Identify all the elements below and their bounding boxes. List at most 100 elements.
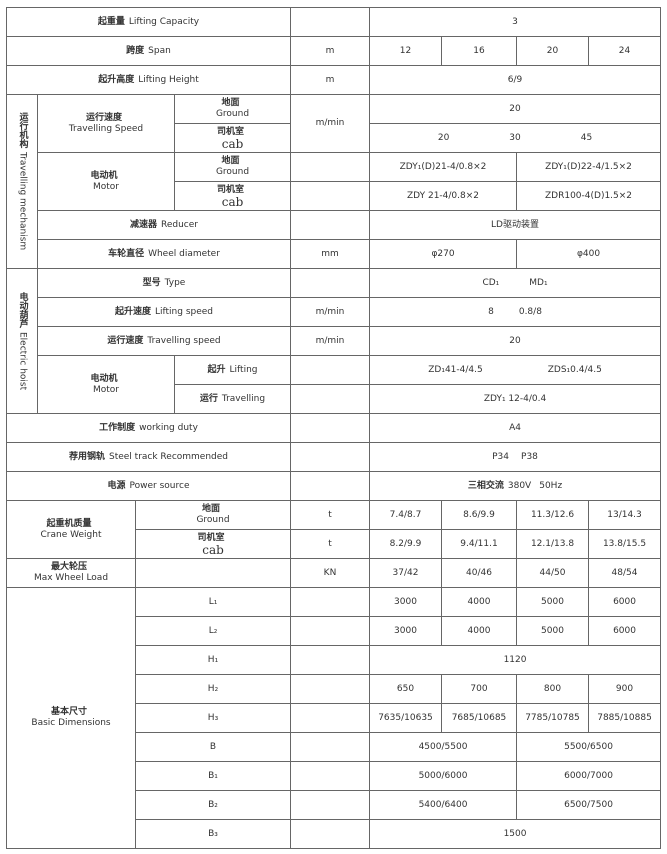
- value-cell: 12: [369, 36, 442, 66]
- label-en: Basic Dimensions: [31, 718, 111, 728]
- value-cell: 3000: [369, 616, 442, 646]
- row-dim-h1: H₁ 1120: [7, 645, 662, 675]
- label-en: Wheel diameter: [148, 248, 220, 259]
- row-travel-speed-cab: 司机室 cab 20 30 45: [7, 123, 662, 153]
- value-cell: 8.2/9.9: [369, 529, 442, 559]
- label-en: Travelling Speed: [68, 123, 144, 134]
- value: ZD₁41-4/4.5: [428, 364, 483, 375]
- value-cell: 5000/6000: [369, 761, 517, 791]
- value: 20: [437, 132, 450, 143]
- value: MD₁: [529, 277, 548, 288]
- value-cell: 6000: [587, 616, 662, 646]
- label-en: Max Wheel Load: [33, 573, 109, 583]
- value-cell: 5000: [516, 587, 589, 617]
- row-reducer: 减速器 Reducer LD驱动装置: [7, 210, 662, 240]
- row-travel-speed-ground: 运行机构 Travelling mechanism 运行速度 Travelling …: [6, 94, 662, 269]
- value-cell: P34 P38: [368, 442, 662, 472]
- label-en: Travelling speed: [147, 335, 221, 346]
- value-cell: 800: [516, 674, 589, 704]
- label-motor: 电动机 Motor: [37, 355, 175, 414]
- value-cell: 650: [369, 674, 442, 704]
- row-crane-weight-ground: 起重机质量 Crane Weight 地面 Ground t 7.4/8.7 8.6…: [6, 500, 662, 559]
- row-motor-ground: 电动机 Motor 地面 Ground ZDY₁(D)21-4/0.8×2 ZDY₁…: [7, 152, 662, 211]
- unit-cell: [290, 384, 370, 414]
- unit-cell: [290, 413, 370, 443]
- label-zh: 荐用钢轨: [68, 451, 105, 462]
- group-travelling-mechanism: 运行机构 Travelling mechanism: [6, 94, 38, 269]
- value-cell: φ270: [369, 239, 517, 269]
- unit-cell: t: [290, 529, 370, 559]
- unit-cell: m/min: [290, 94, 370, 153]
- empty-cell: [135, 558, 291, 588]
- value-cell: ZDR100-4(D)1.5×2: [515, 181, 662, 211]
- label-zh: 司机室: [216, 184, 244, 195]
- group-zh: 运行机构: [17, 112, 28, 149]
- label-travelling: 运行 Travelling: [174, 384, 291, 414]
- label-ground: 地面 Ground: [135, 500, 291, 530]
- value-cell: 20: [516, 36, 589, 66]
- label-zh: 运行速度: [85, 112, 122, 123]
- crane-spec-table: 起重量 Lifting Capacity 3 跨度 Span m 12 16 20 …: [6, 7, 662, 849]
- label-lifting-capacity: 起重量 Lifting Capacity: [6, 7, 291, 37]
- unit-cell: m: [290, 65, 370, 95]
- label-type: 型号 Type: [37, 268, 291, 298]
- label-zh: 司机室: [216, 126, 244, 137]
- dim-label: H₃: [135, 703, 291, 733]
- dim-label: H₁: [135, 645, 291, 675]
- label-cab: 司机室 cab: [174, 123, 291, 153]
- value-cell: 5400/6400: [369, 790, 517, 820]
- row-dim-b2: B₂ 5400/6400 6500/7500: [7, 790, 662, 820]
- unit-cell: [290, 761, 370, 791]
- dim-label: B₃: [135, 819, 291, 849]
- label-en: cab: [221, 194, 244, 209]
- value-cell: ZDY₁(D)22-4/1.5×2: [515, 152, 662, 182]
- value-cell: 6000/7000: [515, 761, 662, 791]
- value-cell: CD₁ MD₁: [368, 268, 662, 298]
- unit-cell: m/min: [290, 326, 370, 356]
- unit-cell: [290, 268, 370, 298]
- label-zh: 地面: [221, 156, 240, 166]
- label-en: Ground: [215, 167, 250, 177]
- unit-cell: [290, 7, 370, 37]
- value-cell: 24: [587, 36, 662, 66]
- value: CD₁: [482, 277, 500, 288]
- label-wheel-diameter: 车轮直径 Wheel diameter: [37, 239, 291, 269]
- value: ZDS₁0.4/4.5: [547, 364, 602, 375]
- label-span: 跨度 Span: [6, 36, 291, 66]
- label-en: cab: [202, 542, 224, 557]
- label-zh: 基本尺寸: [50, 707, 87, 717]
- value-cell: 48/54: [587, 558, 662, 588]
- value-cell: 7635/10635: [369, 703, 442, 733]
- label-zh: 运行速度: [107, 335, 144, 346]
- value-cell: 16: [441, 36, 517, 66]
- value-cell: ZD₁41-4/4.5 ZDS₁0.4/4.5: [368, 355, 662, 385]
- unit-cell: KN: [290, 558, 370, 588]
- label-cab: 司机室 cab: [135, 529, 291, 559]
- value-cell: 4500/5500: [369, 732, 517, 762]
- label-en: Type: [164, 277, 186, 288]
- group-en: Electric hoist: [17, 331, 28, 391]
- label-en: Ground: [215, 109, 250, 119]
- row-hoist-motor-travelling: 运行 Travelling ZDY₁ 12-4/0.4: [7, 384, 662, 414]
- unit-cell: [290, 616, 370, 646]
- label-en: Steel track Recommended: [108, 451, 229, 462]
- label-zh: 电动机: [90, 170, 118, 181]
- value-cell: 7.4/8.7: [369, 500, 442, 530]
- value-cell: 20: [368, 94, 662, 124]
- label-max-wheel-load: 最大轮压 Max Wheel Load: [6, 558, 136, 588]
- value-cell: 1500: [368, 819, 662, 849]
- value: 8: [488, 306, 494, 317]
- label-travelling-speed: 运行速度 Travelling Speed: [37, 94, 175, 153]
- value-cell: 700: [441, 674, 517, 704]
- row-dim-b3: B₃ 1500: [7, 819, 662, 849]
- row-crane-weight-cab: 司机室 cab t 8.2/9.9 9.4/11.1 12.1/13.8 13.8…: [7, 529, 662, 559]
- label-en: Span: [148, 45, 171, 56]
- value-cell: LD驱动装置: [368, 210, 662, 240]
- label-zh: 工作制度: [99, 422, 136, 433]
- row-dim-h3: H₃ 7635/10635 7685/10685 7785/10785 7885…: [7, 703, 662, 733]
- dim-label: L₁: [135, 587, 291, 617]
- value-cell: 7685/10685: [441, 703, 517, 733]
- unit-cell: [290, 732, 370, 762]
- value: P38: [521, 451, 538, 462]
- row-working-duty: 工作制度 working duty A4: [6, 413, 662, 443]
